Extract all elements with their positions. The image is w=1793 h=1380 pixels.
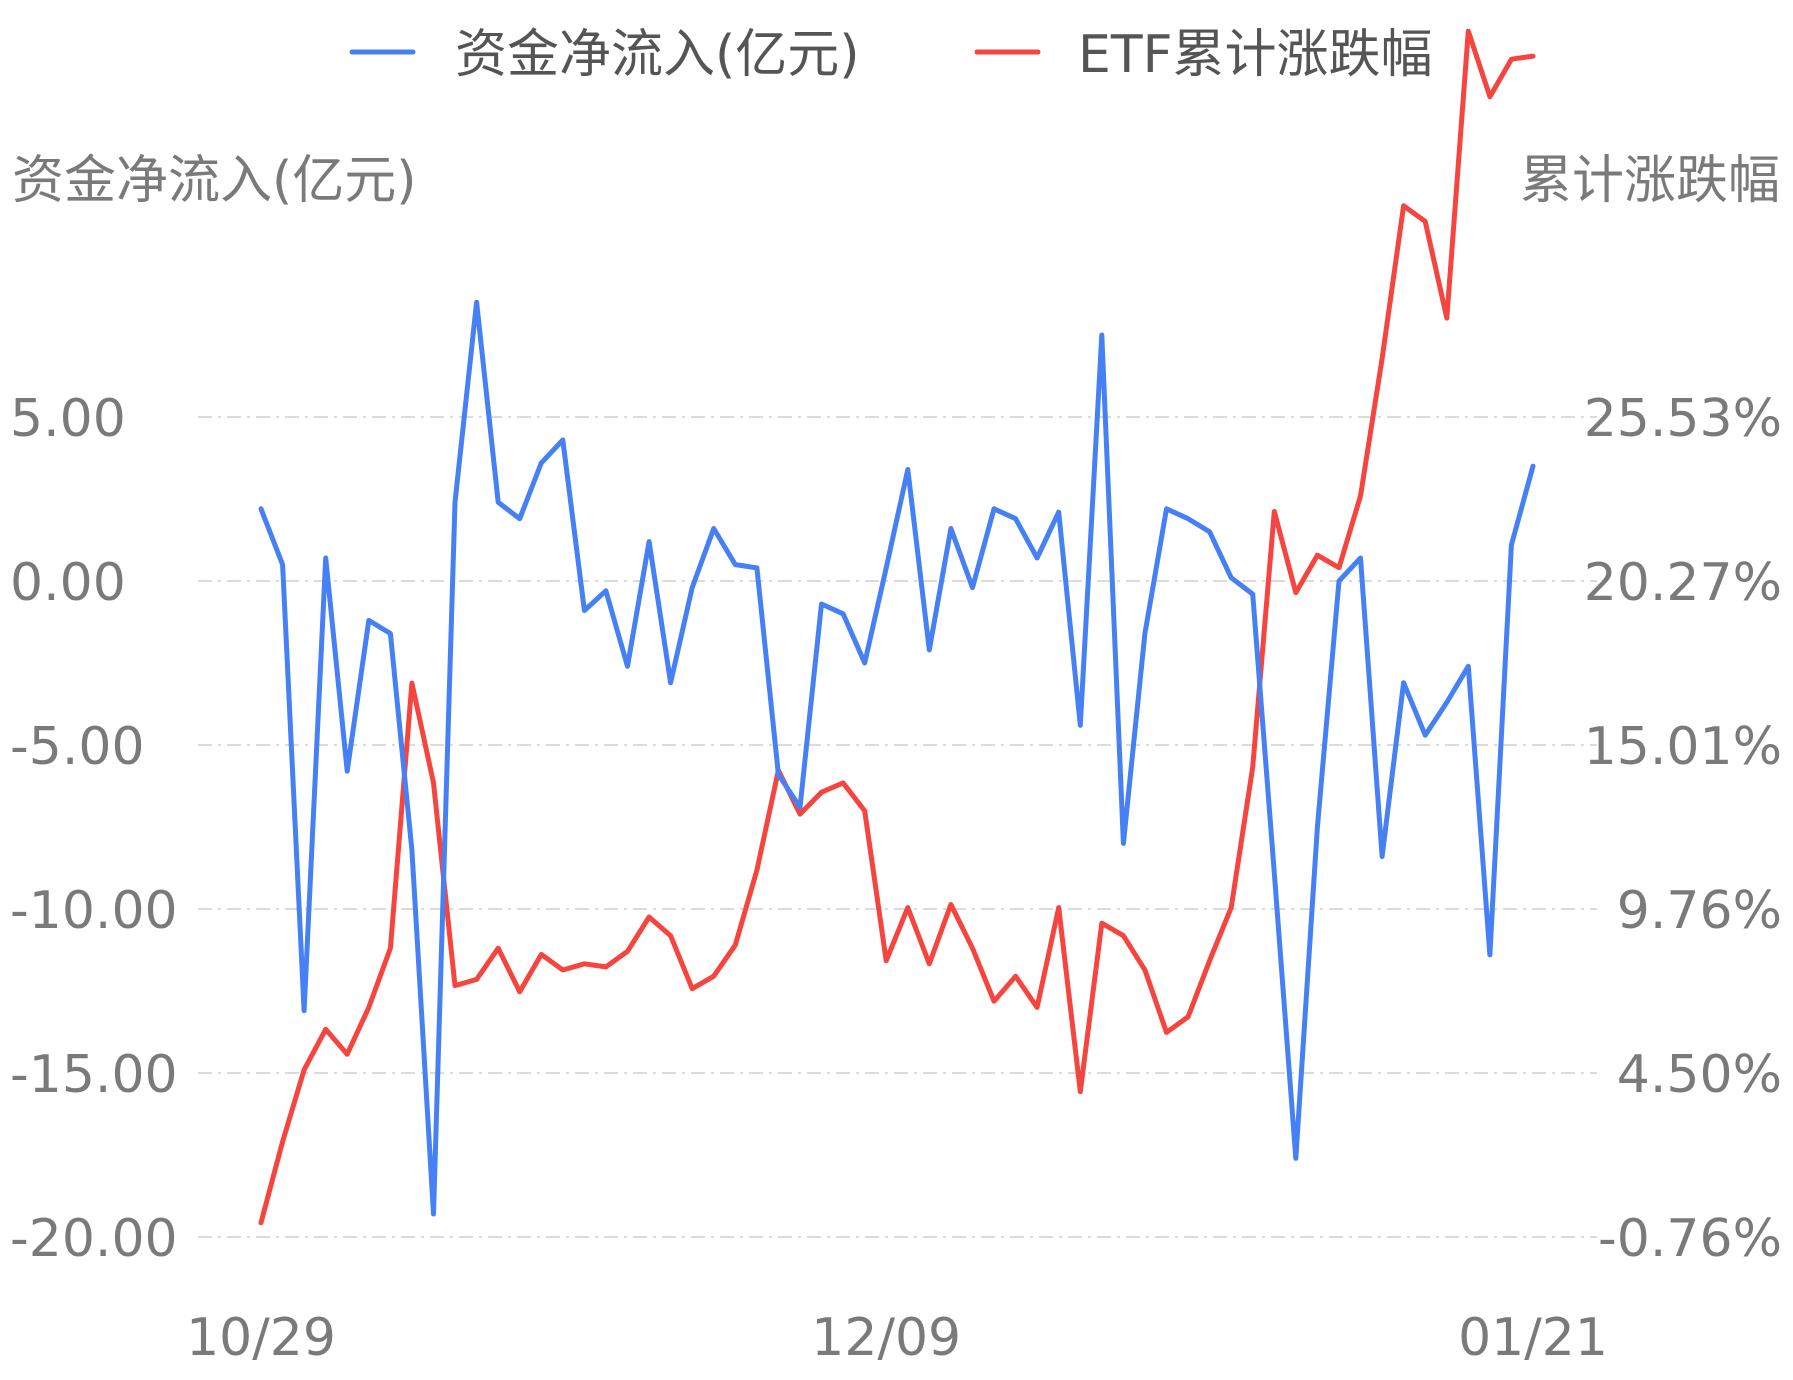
y-left-tick-label: -10.00 [10, 881, 178, 941]
series-line-inflow [258, 299, 1536, 1217]
legend: 资金净流入(亿元) ETF累计涨跌幅 [349, 25, 1433, 85]
legend-label-inflow: 资金净流入(亿元) [455, 25, 860, 85]
y-right-tick-label: 15.01% [1584, 717, 1782, 777]
y-right-axis-title: 累计涨跌幅 [1520, 151, 1780, 211]
y-right-tick-label: 20.27% [1584, 553, 1782, 613]
y-left-tick-label: 0.00 [10, 553, 126, 613]
y-left-ticks: 5.00 0.00 -5.00 -10.00 -15.00 -20.00 [10, 389, 178, 1269]
y-left-axis-title: 资金净流入(亿元) [12, 151, 417, 211]
series-line-etf [258, 28, 1536, 1226]
y-left-tick-label: 5.00 [10, 389, 126, 449]
y-left-tick-label: -5.00 [10, 717, 145, 777]
x-tick-label: 10/29 [186, 1308, 336, 1368]
x-ticks: 10/29 12/09 01/21 [186, 1308, 1608, 1368]
legend-item-inflow[interactable]: 资金净流入(亿元) [349, 25, 860, 85]
y-right-ticks: 25.53% 20.27% 15.01% 9.76% 4.50% -0.76% [1584, 389, 1782, 1269]
legend-label-etf: ETF累计涨跌幅 [1078, 25, 1433, 85]
y-right-tick-label: -0.76% [1598, 1209, 1782, 1269]
y-left-tick-label: -15.00 [10, 1045, 178, 1105]
gridlines [198, 416, 1597, 1238]
x-tick-label: 01/21 [1458, 1308, 1608, 1368]
y-left-tick-label: -20.00 [10, 1209, 178, 1269]
y-right-tick-label: 4.50% [1617, 1045, 1782, 1105]
x-tick-label: 12/09 [811, 1308, 961, 1368]
legend-item-etf[interactable]: ETF累计涨跌幅 [974, 25, 1433, 85]
y-right-tick-label: 9.76% [1617, 881, 1782, 941]
y-right-tick-label: 25.53% [1584, 389, 1782, 449]
series-lines [258, 28, 1536, 1226]
